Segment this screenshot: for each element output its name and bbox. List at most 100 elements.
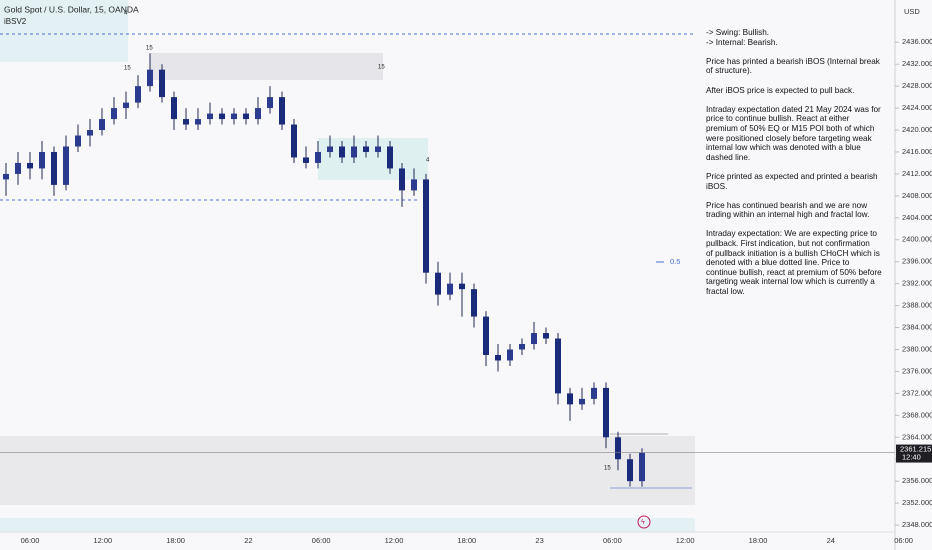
candle-body	[111, 108, 117, 120]
note-line: pullback. First indication, but not conf…	[706, 239, 870, 249]
note-line: Price has printed a bearish iBOS (Intern…	[706, 56, 880, 66]
price-label: 2361.215	[900, 445, 931, 454]
zone	[318, 138, 428, 180]
zone	[150, 53, 383, 80]
y-tick-label: 2424.000	[902, 103, 932, 112]
y-tick-label: 2400.000	[902, 235, 932, 244]
annotation: 4	[124, 11, 128, 17]
y-tick-label: 2380.000	[902, 344, 932, 353]
y-tick-label: 2404.000	[902, 213, 932, 222]
zone	[0, 436, 695, 505]
candle-body	[219, 113, 225, 120]
candle-body	[315, 151, 321, 163]
candle-body	[27, 162, 33, 169]
annotation: 0.5	[670, 257, 680, 266]
zone	[0, 518, 695, 532]
candle-body	[519, 344, 525, 350]
candle-body	[147, 69, 153, 87]
candle-body	[267, 97, 273, 109]
candle-body	[531, 333, 537, 345]
candle-body	[543, 333, 549, 339]
candle-body	[63, 146, 69, 185]
note-line: -> Internal: Bearish.	[706, 37, 778, 47]
note-paragraph: Intraday expectation dated 21 May 2024 w…	[706, 105, 891, 163]
y-tick-label: 2412.000	[902, 169, 932, 178]
candle-body	[291, 124, 297, 158]
candle-body	[51, 151, 57, 185]
y-tick-label: 2392.000	[902, 279, 932, 288]
candle-body	[87, 130, 93, 136]
note-paragraph: Intraday expectation: We are expecting p…	[706, 229, 891, 296]
countdown: 12:40	[902, 453, 921, 462]
note-line: trading within an internal high and frac…	[706, 210, 870, 220]
zone	[0, 0, 128, 62]
candle-body	[459, 283, 465, 290]
x-tick-label: 06:00	[603, 536, 622, 545]
y-tick-label: 2368.000	[902, 410, 932, 419]
x-tick-label: 22	[244, 536, 252, 545]
candle-body	[375, 146, 381, 152]
candle-body	[555, 338, 561, 394]
note-line: Price printed as expected and printed a …	[706, 171, 878, 181]
y-tick-label: 2428.000	[902, 81, 932, 90]
candle-body	[411, 179, 417, 191]
candle-body	[603, 387, 609, 438]
note-line: After iBOS price is expected to pull bac…	[706, 85, 855, 95]
y-tick-label: 2432.000	[902, 59, 932, 68]
candle-body	[195, 119, 201, 125]
y-tick-label: 2388.000	[902, 301, 932, 310]
note-line: of structure).	[706, 66, 752, 76]
candle-body	[447, 283, 453, 295]
note-line: were positioned closely before targeting…	[706, 133, 872, 143]
y-tick-label: 2348.000	[902, 520, 932, 529]
price-box	[896, 444, 932, 463]
x-tick-label: 06:00	[312, 536, 331, 545]
indicator-name: iBSV2	[4, 17, 27, 26]
candle-body	[627, 459, 633, 482]
note-line: Price has continued bearish and we are n…	[706, 200, 868, 210]
x-tick-label: 23	[535, 536, 543, 545]
x-tick-label: 18:00	[166, 536, 185, 545]
candle-body	[303, 157, 309, 163]
candle-body	[255, 108, 261, 120]
candle-body	[339, 146, 345, 158]
y-tick-label: 2396.000	[902, 257, 932, 266]
note-line: continue bullish, react at premium of 50…	[706, 267, 882, 277]
candle-body	[639, 452, 645, 482]
candle-body	[279, 97, 285, 125]
note-paragraph: -> Swing: Bullish. -> Internal: Bearish.	[706, 28, 891, 47]
y-tick-label: 2352.000	[902, 498, 932, 507]
event-icon[interactable]	[637, 515, 651, 529]
candle-body	[3, 173, 9, 180]
note-line: iBOS.	[706, 181, 728, 191]
candle-body	[243, 113, 249, 120]
note-line: of pullback initiation is a bullish CHoC…	[706, 248, 880, 258]
notes: -> Swing: Bullish. -> Internal: Bearish. P…	[706, 28, 891, 306]
y-tick-label: 2416.000	[902, 147, 932, 156]
candle-body	[171, 97, 177, 120]
note-line: Intraday expectation: We are expecting p…	[706, 229, 877, 239]
candle-body	[567, 393, 573, 405]
y-tick-label: 2436.000	[902, 37, 932, 46]
note-line: -> Swing: Bullish.	[706, 28, 770, 37]
candle-body	[591, 387, 597, 399]
x-tick-label: 06:00	[894, 536, 913, 545]
candle-body	[483, 316, 489, 355]
candle-body	[231, 113, 237, 120]
candle-body	[495, 354, 501, 361]
annotation: 15	[604, 466, 611, 472]
y-tick-label: 2376.000	[902, 366, 932, 375]
note-line: dashed line.	[706, 152, 751, 162]
candle-body	[579, 398, 585, 405]
candle-body	[363, 146, 369, 152]
x-tick-label: 06:00	[21, 536, 40, 545]
note-line: price to continue bullish. React at eith…	[706, 114, 850, 124]
annotation: 4	[426, 158, 430, 164]
x-tick-label: 12:00	[93, 536, 112, 545]
candle-body	[615, 437, 621, 460]
y-tick-label: 2408.000	[902, 191, 932, 200]
note-line: fractal low.	[706, 287, 745, 297]
note-line: premium of 50% EQ or M15 POI both of whi…	[706, 123, 875, 133]
candle-body	[159, 69, 165, 98]
y-tick-label: 2364.000	[902, 432, 932, 441]
